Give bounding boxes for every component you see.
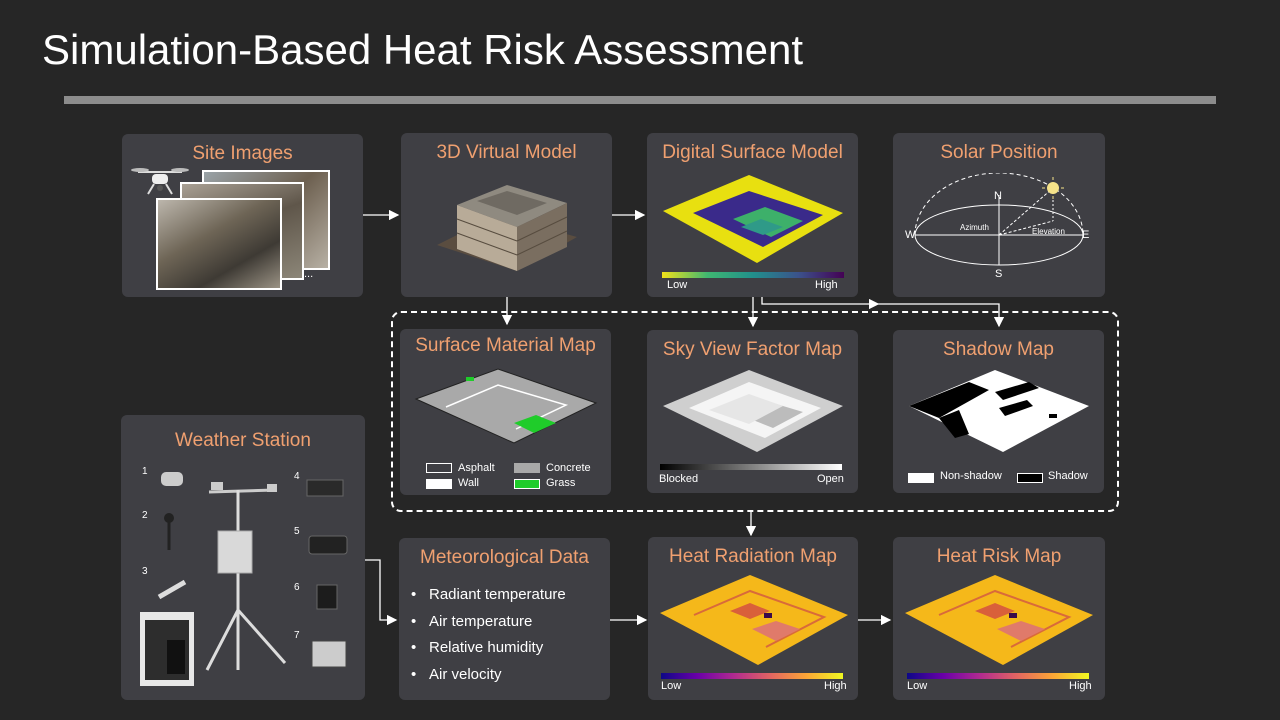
dsm-map — [663, 175, 843, 263]
sun-icon — [1042, 177, 1064, 199]
surface-material-title: Surface Material Map — [415, 335, 596, 356]
sensor-label-4: 4 — [294, 471, 300, 482]
drone-icon — [131, 168, 189, 195]
meteorological-panel: Meteorological Data • Radiant temperature… — [399, 538, 610, 700]
slide-title: Simulation-Based Heat Risk Assessment — [42, 26, 803, 73]
weather-station-panel: Weather Station 1 2 3 4 5 6 7 — [121, 415, 365, 700]
grass-label: Grass — [546, 477, 576, 489]
asphalt-swatch — [426, 463, 452, 473]
concrete-swatch — [514, 463, 540, 473]
heat-radiation-low-label: Low — [661, 680, 682, 692]
virtual-model-panel: 3D Virtual Model — [401, 133, 612, 297]
heat-risk-high-label: High — [1069, 680, 1092, 692]
heat-radiation-high-label: High — [824, 680, 847, 692]
solar-panel: Solar Position N S W E Azimuth Elevation — [893, 133, 1105, 297]
dsm-low-label: Low — [667, 279, 688, 291]
heat-risk-panel: Heat Risk Map Low High — [893, 537, 1105, 700]
solar-west: W — [905, 229, 916, 241]
list-item: • Relative humidity — [411, 639, 544, 656]
concrete-label: Concrete — [546, 462, 591, 474]
sensor-label-7: 7 — [294, 630, 300, 641]
site-images-title: Site Images — [192, 143, 293, 164]
heat-risk-map — [905, 575, 1093, 665]
sensor-label-6: 6 — [294, 582, 300, 593]
heat-radiation-map — [660, 575, 848, 665]
shadow-label: Shadow — [1048, 470, 1088, 482]
meteorological-list: • Radiant temperature • Air temperature • R… — [411, 582, 566, 688]
sky-view-map — [663, 370, 843, 452]
list-item: • Air velocity — [411, 665, 502, 683]
heat-risk-low-label: Low — [907, 680, 928, 692]
shadow-swatch — [1017, 473, 1043, 483]
dsm-high-label: High — [815, 279, 838, 291]
solar-south: S — [995, 268, 1003, 280]
met-item-label: Relative humidity — [429, 639, 544, 656]
shadow-map — [909, 370, 1089, 452]
derived-maps-group — [391, 311, 1119, 512]
sensor-label-5: 5 — [294, 526, 300, 537]
solar-azimuth-label: Azimuth — [960, 223, 989, 232]
solar-title: Solar Position — [940, 142, 1058, 163]
met-item-label: Air temperature — [429, 612, 533, 630]
sky-view-blocked-label: Blocked — [659, 473, 699, 485]
heat-radiation-title: Heat Radiation Map — [669, 546, 837, 567]
photo-front — [156, 198, 282, 290]
title-rule — [64, 96, 1216, 104]
solar-north: N — [994, 190, 1002, 202]
sky-view-open-label: Open — [817, 473, 844, 485]
site-images-panel: Site Images ... — [122, 134, 363, 297]
building-model-image — [437, 185, 577, 271]
sky-view-title: Sky View Factor Map — [662, 339, 843, 360]
surface-material-map — [414, 368, 598, 444]
wall-swatch — [426, 479, 452, 489]
dsm-title: Digital Surface Model — [662, 142, 843, 163]
heat-risk-title: Heat Risk Map — [936, 546, 1062, 567]
list-item: • Air temperature — [411, 612, 533, 630]
sensor-label-1: 1 — [142, 466, 148, 477]
dsm-colorbar — [662, 272, 844, 278]
sensor-label-3: 3 — [142, 566, 148, 577]
heat-radiation-colorbar — [661, 673, 843, 679]
weather-station-title: Weather Station — [175, 430, 311, 451]
sky-view-panel: Sky View Factor Map Blocked Open — [647, 330, 858, 493]
virtual-model-title: 3D Virtual Model — [436, 142, 577, 163]
list-item: • Radiant temperature — [411, 586, 566, 603]
met-item-label: Radiant temperature — [429, 586, 566, 603]
grass-swatch — [514, 479, 540, 489]
heat-risk-colorbar — [907, 673, 1089, 679]
shadow-panel: Shadow Map Non-shadow Shadow — [893, 330, 1104, 493]
sensor-label-2: 2 — [142, 510, 148, 521]
wall-label: Wall — [458, 477, 479, 489]
non-shadow-label: Non-shadow — [940, 470, 1002, 482]
sky-view-colorbar — [660, 464, 842, 470]
more-images-ellipsis: ... — [304, 268, 314, 280]
shadow-title: Shadow Map — [943, 339, 1054, 360]
meteorological-title: Meteorological Data — [420, 547, 589, 568]
dsm-panel: Digital Surface Model Low High — [647, 133, 858, 297]
non-shadow-swatch — [908, 473, 934, 483]
met-item-label: Air velocity — [429, 665, 502, 683]
surface-material-panel: Surface Material Map Asphalt Concrete Wa… — [400, 329, 611, 495]
weather-sensors-image — [140, 472, 348, 686]
heat-radiation-panel: Heat Radiation Map Low High — [648, 537, 858, 700]
solar-east: E — [1082, 229, 1090, 241]
solar-elevation-label: Elevation — [1032, 227, 1065, 236]
solar-diagram — [914, 173, 1084, 266]
asphalt-label: Asphalt — [458, 462, 495, 474]
